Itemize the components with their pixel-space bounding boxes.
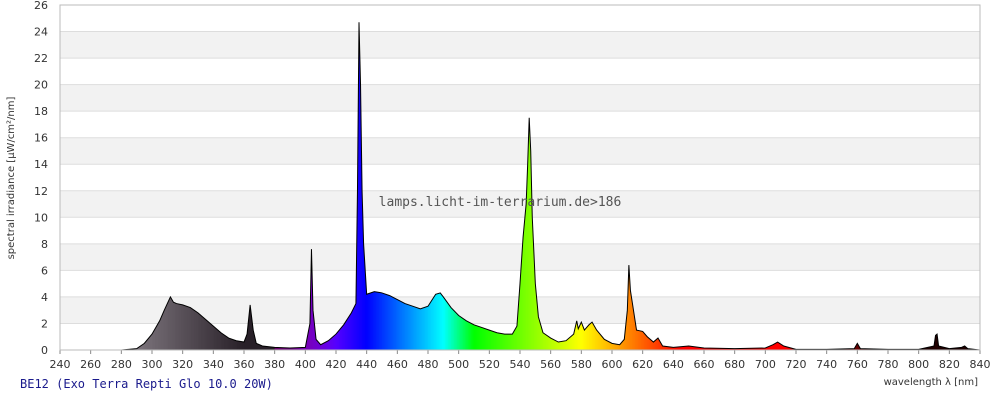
x-tick-label: 500 xyxy=(448,358,469,371)
y-axis-label: spectral irradiance [µW/cm²/nm] xyxy=(6,96,17,259)
x-axis-label: wavelength λ [nm] xyxy=(884,377,979,388)
y-tick-label: 0 xyxy=(41,344,48,357)
x-tick-label: 820 xyxy=(939,358,960,371)
y-tick-label: 4 xyxy=(41,291,48,304)
x-tick-label: 340 xyxy=(203,358,224,371)
y-tick-label: 6 xyxy=(41,264,48,277)
x-tick-label: 260 xyxy=(80,358,101,371)
y-tick-label: 18 xyxy=(34,105,48,118)
x-tick-label: 460 xyxy=(387,358,408,371)
x-tick-label: 780 xyxy=(878,358,899,371)
y-tick-label: 8 xyxy=(41,238,48,251)
x-tick-label: 280 xyxy=(111,358,132,371)
y-tick-label: 26 xyxy=(34,0,48,12)
x-tick-label: 700 xyxy=(755,358,776,371)
grid-band xyxy=(60,31,980,59)
x-tick-label: 660 xyxy=(694,358,715,371)
grid-band xyxy=(60,137,980,165)
x-tick-label: 840 xyxy=(970,358,991,371)
y-tick-label: 12 xyxy=(34,185,48,198)
y-tick-label: 10 xyxy=(34,211,48,224)
y-tick-label: 16 xyxy=(34,132,48,145)
x-tick-label: 740 xyxy=(816,358,837,371)
x-tick-label: 680 xyxy=(724,358,745,371)
grid-band xyxy=(60,84,980,112)
spectrum-strip xyxy=(359,22,362,350)
x-tick-label: 300 xyxy=(142,358,163,371)
plot-frame xyxy=(59,4,981,351)
y-tick-label: 14 xyxy=(34,158,48,171)
y-tick-label: 20 xyxy=(34,79,48,92)
y-tick-label: 2 xyxy=(41,317,48,330)
spectrum-line xyxy=(121,22,981,351)
x-tick-label: 320 xyxy=(172,358,193,371)
x-tick-label: 520 xyxy=(479,358,500,371)
x-tick-label: 360 xyxy=(234,358,255,371)
chart-title: BE12 (Exo Terra Repti Glo 10.0 20W) xyxy=(20,377,273,391)
x-tick-label: 600 xyxy=(602,358,623,371)
x-tick-label: 760 xyxy=(847,358,868,371)
x-tick-label: 640 xyxy=(663,358,684,371)
watermark: lamps.licht-im-terrarium.de>186 xyxy=(379,195,622,210)
x-tick-label: 580 xyxy=(571,358,592,371)
x-tick-label: 480 xyxy=(418,358,439,371)
x-tick-label: 800 xyxy=(908,358,929,371)
y-tick-label: 22 xyxy=(34,52,48,65)
x-tick-label: 560 xyxy=(540,358,561,371)
x-tick-label: 620 xyxy=(632,358,653,371)
grid-band xyxy=(60,243,980,271)
spectrum-strip xyxy=(527,22,530,350)
x-tick-label: 400 xyxy=(295,358,316,371)
x-tick-label: 540 xyxy=(510,358,531,371)
grid-band xyxy=(60,190,980,218)
spectrum-strip xyxy=(357,22,360,350)
x-tick-label: 720 xyxy=(786,358,807,371)
y-tick-label: 24 xyxy=(34,26,48,39)
spectrum-strip xyxy=(529,22,532,350)
x-tick-label: 380 xyxy=(264,358,285,371)
x-tick-label: 440 xyxy=(356,358,377,371)
x-tick-label: 420 xyxy=(326,358,347,371)
x-tick-label: 240 xyxy=(50,358,71,371)
